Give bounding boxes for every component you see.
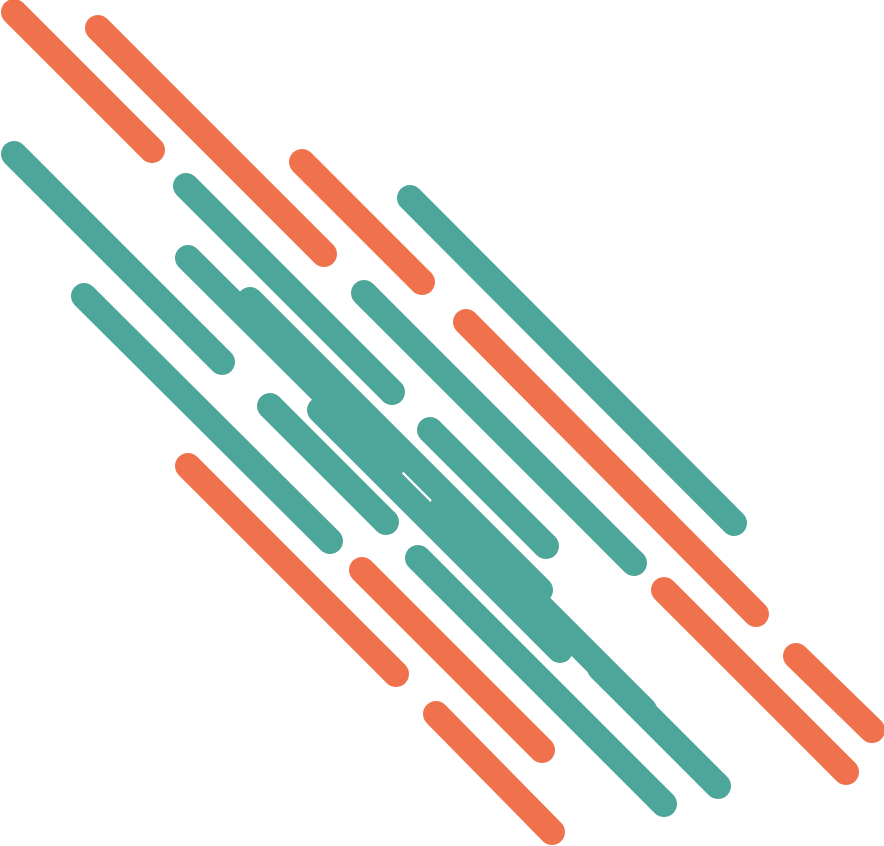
orange-stripe [783, 643, 884, 743]
teal-stripe [257, 393, 399, 535]
teal-stripe [1, 141, 235, 375]
teal-stripe [71, 283, 343, 554]
teal-stripe [405, 545, 677, 817]
orange-stripe [175, 453, 409, 687]
teal-stripe [587, 655, 731, 799]
orange-stripe [1, 0, 165, 163]
orange-stripe [349, 557, 555, 763]
orange-stripe [423, 701, 565, 845]
teal-stripe [351, 280, 647, 576]
teal-stripe [173, 173, 405, 405]
teal-stripe [397, 185, 747, 536]
teal-stripe [175, 245, 407, 476]
teal-stripe [307, 397, 573, 663]
orange-stripe [289, 149, 435, 295]
teal-stripe [417, 417, 559, 559]
teal-stripe [237, 287, 553, 603]
orange-stripe [651, 577, 859, 785]
teal-stripes [1, 141, 747, 817]
orange-stripe [85, 15, 337, 267]
orange-stripe [453, 309, 769, 627]
